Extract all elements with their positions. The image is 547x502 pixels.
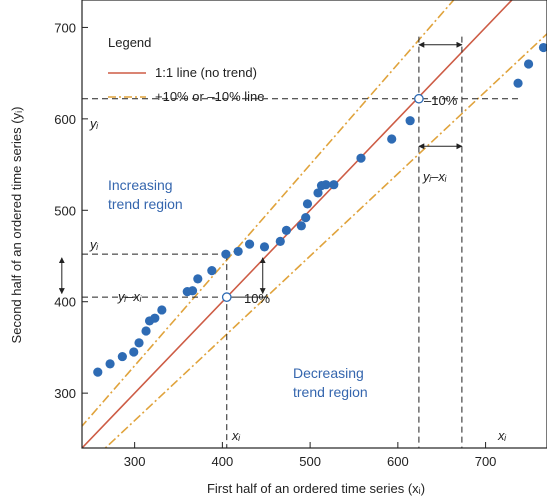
guide-lines — [58, 36, 521, 448]
data-point-0 — [93, 367, 103, 377]
data-point-1 — [105, 359, 115, 369]
legend-label-1to1: 1:1 line (no trend) — [155, 65, 257, 80]
x-tick-label-400: 400 — [212, 454, 234, 469]
data-point-26 — [356, 153, 366, 163]
data-point-12 — [207, 266, 217, 276]
data-point-15 — [244, 239, 255, 249]
annotation-diff-right: yᵢ–xᵢ — [422, 169, 447, 184]
legend-label-10pct: +10% or –10% line — [155, 89, 265, 104]
data-point-3 — [129, 347, 139, 357]
y-tick-label-400: 400 — [54, 295, 76, 310]
y-tick-label-700: 700 — [54, 20, 76, 35]
data-point-11 — [193, 274, 203, 284]
data-point-5 — [141, 326, 151, 336]
annotation-diff-left: yᵢ–xᵢ — [117, 289, 142, 304]
annotation-10pct-top: –10% — [424, 93, 458, 108]
data-point-20 — [301, 213, 311, 223]
decreasing-region-line2: trend region — [293, 384, 368, 400]
data-point-18 — [281, 225, 292, 235]
data-point-28 — [405, 116, 415, 126]
data-point-17 — [275, 236, 285, 246]
x-tick-label-300: 300 — [124, 454, 146, 469]
data-point-29 — [513, 78, 523, 88]
data-point-30 — [523, 59, 534, 69]
annotation-xi-right: xᵢ — [497, 428, 507, 443]
data-point-27 — [387, 134, 397, 144]
x-tick-label-600: 600 — [387, 454, 409, 469]
data-point-22 — [313, 188, 323, 198]
data-point-19 — [296, 221, 306, 231]
reference-point-1 — [414, 93, 424, 104]
data-point-25 — [329, 180, 339, 190]
data-point-16 — [259, 242, 270, 252]
reference-point-0 — [221, 292, 232, 302]
data-point-21 — [302, 199, 313, 209]
y-tick-label-600: 600 — [54, 112, 76, 127]
data-point-2 — [117, 351, 127, 362]
data-point-31 — [538, 42, 547, 53]
reference-line-0 — [82, 0, 514, 448]
annotation-10pct-left: 10% — [244, 291, 270, 306]
reference-lines — [82, 0, 547, 448]
annotation-xi-left: xᵢ — [231, 428, 241, 443]
y-axis-label: Second half of an ordered time series (y… — [9, 107, 24, 344]
increasing-region-line1: Increasing — [108, 177, 173, 193]
annotation-yi-top: yᵢ — [89, 116, 99, 131]
reference-line-2 — [104, 32, 547, 448]
y-tick-label-300: 300 — [54, 386, 76, 401]
increasing-region-line2: trend region — [108, 196, 183, 212]
x-tick-label-700: 700 — [475, 454, 497, 469]
plot-frame — [81, 0, 547, 449]
data-points — [93, 42, 547, 377]
region-decreasing: Decreasing trend region — [293, 365, 368, 400]
annotation-yi-mid: yᵢ — [89, 237, 99, 252]
data-point-7 — [150, 313, 160, 323]
region-increasing: Increasing trend region — [108, 177, 183, 212]
decreasing-region-line1: Decreasing — [293, 365, 364, 381]
legend-title: Legend — [108, 35, 151, 50]
axis-ticks: 300 400 500 600 700 300 400 500 600 700 — [54, 20, 496, 469]
data-point-10 — [187, 286, 198, 296]
x-axis-label: First half of an ordered time series (xᵢ… — [207, 481, 425, 496]
x-tick-label-500: 500 — [299, 454, 321, 469]
data-point-4 — [134, 338, 144, 348]
data-point-13 — [221, 249, 231, 259]
legend: Legend 1:1 line (no trend) +10% or –10% … — [108, 35, 265, 104]
data-point-14 — [233, 246, 243, 257]
data-point-24 — [321, 180, 331, 190]
y-tick-label-500: 500 — [54, 203, 76, 218]
data-point-8 — [157, 305, 167, 315]
